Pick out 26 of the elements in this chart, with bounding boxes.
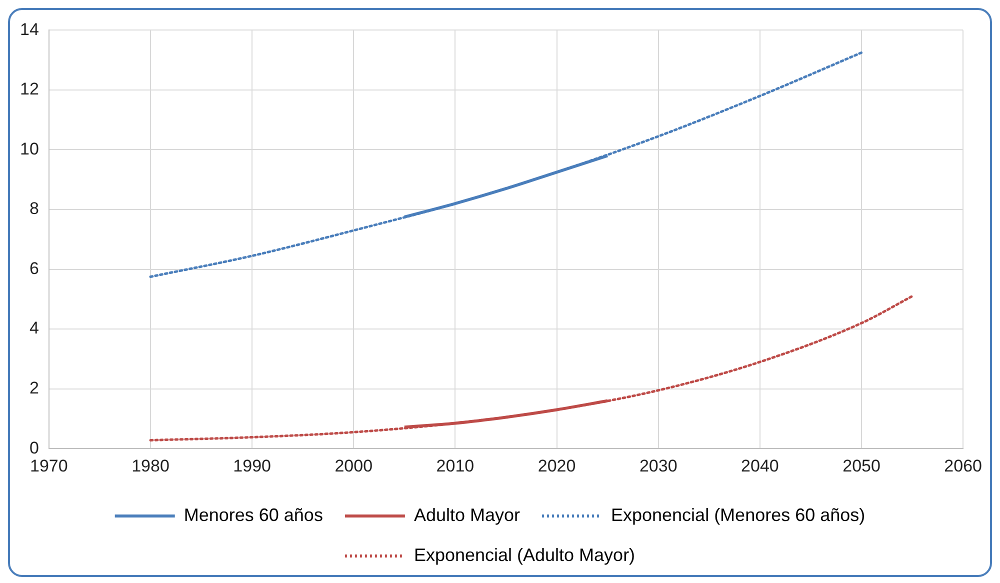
x-tick-label: 2050	[842, 456, 880, 476]
x-tick-label: 1990	[233, 456, 271, 476]
x-tick-label: 2010	[436, 456, 474, 476]
legend-label: Exponencial (Menores 60 años)	[610, 504, 866, 525]
y-tick-label: 2	[29, 378, 39, 398]
y-tick-label: 6	[29, 258, 39, 278]
line-series	[149, 51, 863, 278]
line-series	[402, 154, 610, 218]
legend-label: Exponencial (Adulto Mayor)	[414, 544, 636, 565]
y-tick-label: 0	[29, 438, 39, 458]
line-series	[149, 294, 914, 442]
x-tick-label: 2060	[944, 456, 982, 476]
y-tick-label: 12	[20, 80, 39, 99]
x-tick-label: 1970	[30, 456, 68, 476]
y-tick-label: 10	[20, 139, 39, 158]
y-tick-label: 4	[29, 318, 39, 338]
x-tick-label: 2040	[741, 456, 779, 476]
line-series	[402, 399, 610, 429]
x-tick-label: 2020	[538, 456, 576, 476]
y-tick-label: 14	[20, 20, 39, 39]
x-tick-label: 2000	[334, 456, 373, 476]
legend-label: Menores 60 años	[184, 504, 323, 525]
y-tick-label: 8	[29, 199, 39, 218]
x-tick-label: 1980	[132, 456, 170, 476]
legend-label: Adulto Mayor	[414, 504, 520, 525]
x-tick-label: 2030	[639, 456, 678, 476]
